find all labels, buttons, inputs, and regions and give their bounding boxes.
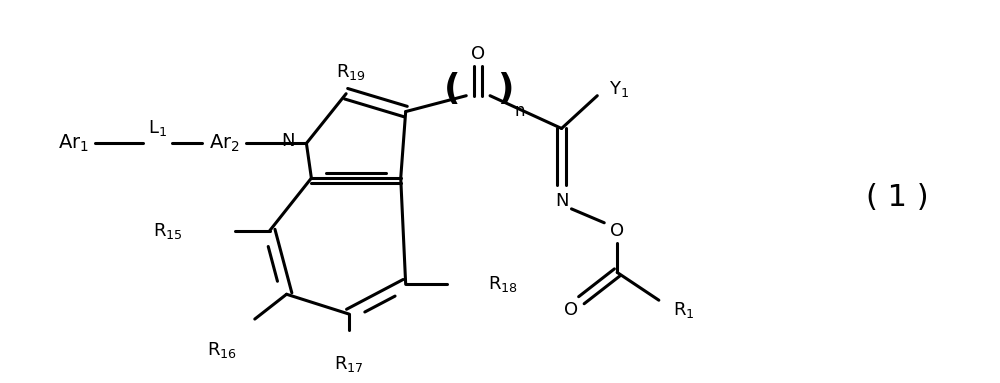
Text: O: O [471, 45, 485, 63]
Text: $\mathregular{R_{17}}$: $\mathregular{R_{17}}$ [334, 354, 364, 374]
Text: $\mathregular{R_1}$: $\mathregular{R_1}$ [673, 300, 694, 320]
Text: ( 1 ): ( 1 ) [866, 183, 928, 213]
Text: $\mathregular{L_1}$: $\mathregular{L_1}$ [148, 118, 167, 139]
Text: $\mathregular{R_{15}}$: $\mathregular{R_{15}}$ [153, 221, 182, 241]
Text: O: O [564, 301, 579, 319]
Text: $\mathregular{Ar_1}$: $\mathregular{Ar_1}$ [58, 133, 89, 154]
Text: $\mathregular{R_{19}}$: $\mathregular{R_{19}}$ [336, 62, 366, 82]
Text: (: ( [444, 72, 461, 106]
Text: $\mathregular{R_{18}}$: $\mathregular{R_{18}}$ [488, 274, 518, 294]
Text: $\mathregular{Y_1}$: $\mathregular{Y_1}$ [609, 79, 629, 99]
Text: O: O [610, 222, 624, 240]
Text: N: N [281, 133, 295, 151]
Text: $\mathregular{R_{16}}$: $\mathregular{R_{16}}$ [207, 340, 237, 360]
Text: ): ) [497, 72, 513, 106]
Text: $\mathregular{Ar_2}$: $\mathregular{Ar_2}$ [209, 133, 239, 154]
Text: n: n [515, 101, 525, 119]
Text: N: N [555, 192, 568, 210]
